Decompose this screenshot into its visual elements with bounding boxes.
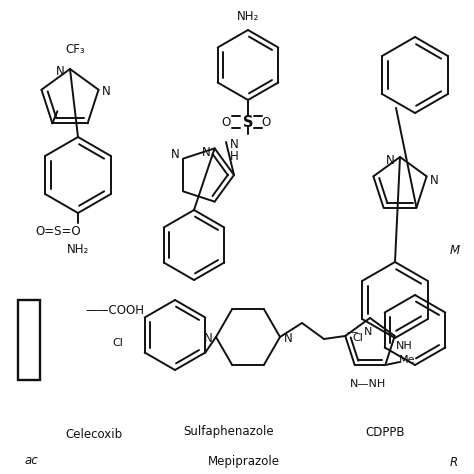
Text: NH: NH	[396, 341, 413, 351]
Text: NH₂: NH₂	[67, 243, 89, 255]
Text: N: N	[430, 174, 439, 187]
Text: Sulfaphenazole: Sulfaphenazole	[183, 426, 273, 438]
Text: N: N	[204, 332, 212, 346]
Text: O=S=O: O=S=O	[35, 225, 81, 237]
Text: S: S	[243, 115, 253, 129]
Text: Cl: Cl	[112, 338, 123, 348]
Text: O: O	[261, 116, 271, 128]
Text: H: H	[229, 149, 238, 163]
Text: N: N	[229, 137, 238, 151]
Text: —: —	[346, 327, 357, 337]
Text: R: R	[450, 456, 458, 468]
Text: Mepiprazole: Mepiprazole	[208, 456, 280, 468]
Text: N: N	[102, 85, 111, 98]
Text: Cl: Cl	[353, 333, 364, 343]
Text: Me: Me	[399, 355, 416, 365]
Text: M: M	[450, 244, 460, 256]
Text: O: O	[221, 116, 231, 128]
Text: Celecoxib: Celecoxib	[65, 428, 122, 441]
Text: CF₃: CF₃	[65, 43, 85, 55]
Text: N: N	[55, 64, 64, 78]
Text: ——COOH: ——COOH	[85, 303, 144, 317]
Text: NH₂: NH₂	[237, 9, 259, 22]
Text: CDPPB: CDPPB	[365, 426, 404, 438]
Text: N: N	[364, 327, 372, 337]
Text: N: N	[202, 146, 211, 159]
Text: N—NH: N—NH	[350, 379, 386, 389]
Text: N: N	[386, 155, 394, 167]
Text: N: N	[171, 148, 180, 161]
Bar	[18, 300, 40, 380]
Text: N: N	[283, 332, 292, 346]
Text: ac: ac	[25, 454, 39, 466]
